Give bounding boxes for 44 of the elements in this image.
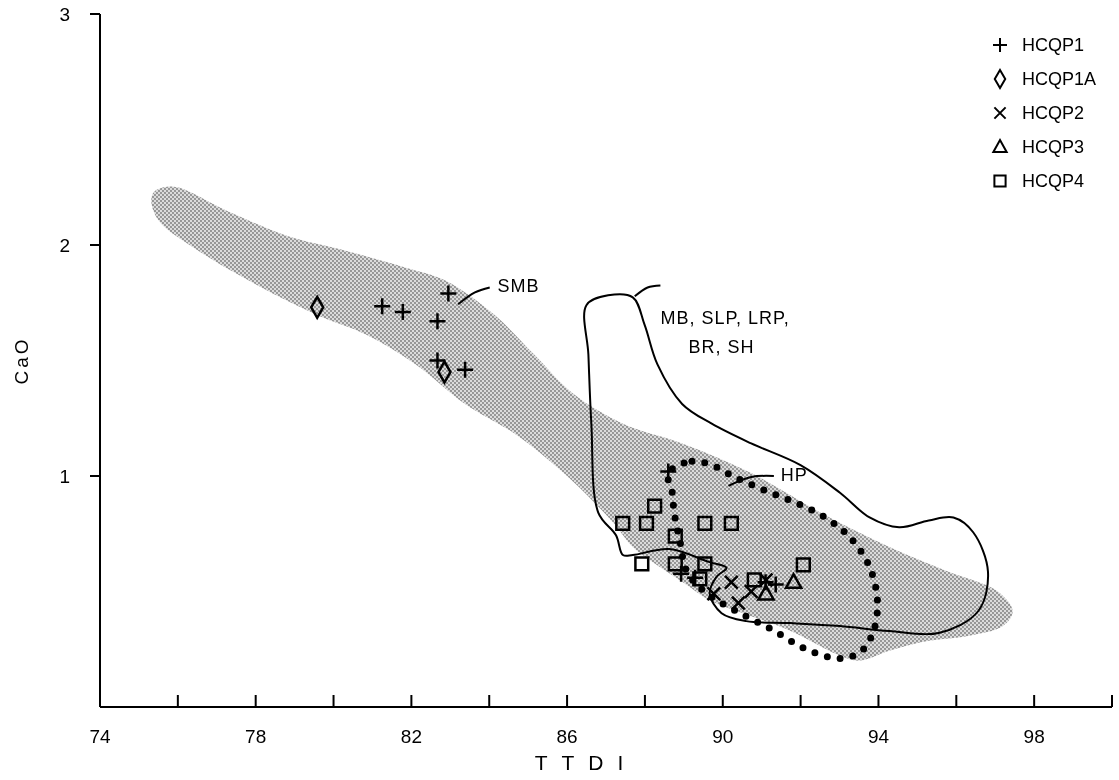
point (455, 360, 475, 379)
point (685, 568, 705, 587)
point (393, 302, 413, 322)
point (634, 556, 650, 572)
point (746, 572, 762, 588)
y-tick-label: 1 (59, 465, 70, 487)
point (730, 595, 746, 611)
x-tick-label: 82 (400, 726, 422, 747)
point (692, 571, 708, 587)
point (697, 556, 713, 572)
annotation: HP (780, 465, 808, 486)
legend-label: HCQP1 (1022, 35, 1085, 56)
x-tick-label: 86 (556, 726, 578, 747)
point (647, 498, 663, 514)
point (766, 575, 785, 594)
legend-label: HCQP4 (1022, 171, 1085, 192)
y-tick-label: 2 (59, 234, 70, 256)
legend-label: HCQP1A (1022, 69, 1097, 90)
point (723, 574, 739, 590)
point (723, 515, 739, 531)
point (667, 556, 683, 572)
x-tick-label: 90 (712, 726, 734, 747)
point (757, 584, 775, 601)
point (372, 296, 392, 316)
point (638, 515, 655, 531)
y-tick-label: 3 (59, 3, 70, 25)
legend-label: HCQP3 (1022, 137, 1085, 158)
x-axis-title: TTDI (534, 751, 638, 774)
point (439, 284, 458, 303)
x-tick-label: 78 (245, 726, 267, 747)
point (784, 573, 803, 590)
point (615, 515, 631, 531)
annotation: SMB (497, 275, 540, 296)
x-tick-label: 74 (89, 726, 111, 747)
annotation: MB, SLP, LRP, BR, SH (660, 308, 790, 358)
x-tick-label: 98 (1023, 726, 1045, 747)
point (428, 311, 447, 331)
legend-label: HCQP2 (1022, 103, 1085, 124)
point (667, 528, 683, 544)
y-axis-title: CaO (11, 336, 32, 385)
x-tick-label: 94 (867, 726, 890, 747)
point (795, 557, 811, 573)
point (697, 515, 713, 531)
point (428, 351, 447, 370)
